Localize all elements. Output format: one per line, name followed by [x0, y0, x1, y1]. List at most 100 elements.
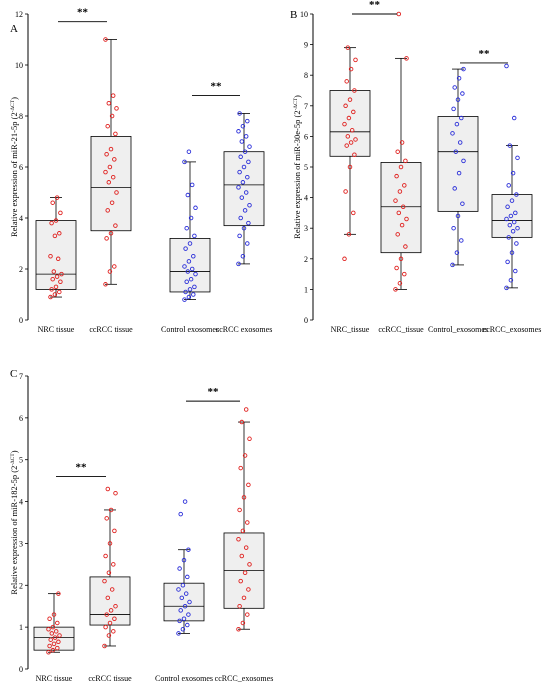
- data-point: [52, 233, 58, 239]
- data-point: [238, 154, 243, 160]
- data-point: [403, 158, 408, 164]
- data-point: [246, 220, 251, 226]
- data-point: [404, 216, 409, 222]
- y-tick-label: 6: [304, 132, 308, 141]
- data-point: [241, 225, 247, 231]
- data-point: [246, 587, 251, 592]
- category-label: ccRCC_exosomes: [215, 674, 274, 683]
- data-point: [241, 595, 247, 601]
- data-point: [51, 269, 57, 274]
- data-point: [178, 608, 183, 613]
- data-point: [107, 620, 113, 626]
- data-point: [105, 123, 110, 129]
- data-point: [342, 121, 347, 127]
- data-point: [102, 643, 107, 649]
- data-point: [395, 232, 400, 237]
- data-point: [510, 170, 516, 176]
- data-point: [46, 650, 51, 655]
- y-tick-label: 0: [304, 316, 308, 325]
- data-point: [237, 111, 242, 116]
- data-point: [183, 246, 188, 251]
- data-point: [508, 213, 514, 219]
- data-point: [236, 536, 241, 542]
- data-point: [106, 100, 112, 106]
- data-point: [50, 276, 55, 282]
- y-tick-label: 1: [19, 623, 23, 632]
- data-point: [507, 143, 513, 148]
- data-point: [242, 149, 248, 154]
- data-point: [112, 616, 117, 622]
- data-point: [243, 190, 249, 195]
- data-point: [178, 511, 183, 517]
- data-point: [346, 232, 352, 237]
- panel-letter: B: [290, 9, 297, 21]
- data-point: [104, 151, 109, 157]
- data-point: [506, 183, 511, 188]
- data-point: [114, 106, 119, 111]
- iqr-box: [223, 151, 265, 227]
- data-point: [47, 643, 52, 649]
- significance-label: **: [77, 7, 89, 19]
- data-point: [348, 140, 354, 145]
- data-point: [397, 281, 403, 286]
- data-point: [455, 213, 461, 219]
- box-4: [223, 113, 265, 265]
- significance-label: **: [211, 81, 223, 93]
- data-point: [241, 495, 247, 500]
- data-point: [105, 595, 111, 601]
- category-label: ccRCC_tissue: [378, 325, 424, 334]
- data-point: [184, 225, 189, 231]
- data-point: [238, 215, 243, 221]
- data-point: [456, 170, 462, 176]
- data-point: [515, 225, 520, 231]
- data-point: [237, 507, 242, 513]
- data-point: [58, 279, 63, 285]
- data-point: [186, 149, 192, 154]
- iqr-box: [329, 90, 371, 157]
- data-point: [394, 173, 399, 179]
- category-label: NRC tissue: [36, 674, 73, 683]
- data-point: [48, 637, 53, 642]
- y-tick-label: 7: [304, 102, 308, 111]
- data-point: [112, 528, 117, 534]
- data-point: [185, 192, 191, 198]
- y-tick-label: 2: [304, 255, 308, 264]
- data-point: [103, 282, 108, 287]
- y-tick-label: 9: [304, 41, 308, 50]
- data-point: [59, 271, 64, 277]
- y-tick-label: 6: [19, 163, 23, 172]
- data-point: [352, 152, 357, 158]
- data-point: [245, 118, 250, 124]
- data-point: [188, 215, 194, 221]
- data-point: [54, 274, 60, 279]
- data-point: [461, 158, 466, 164]
- data-point: [247, 202, 252, 208]
- data-point: [395, 149, 400, 154]
- data-point: [459, 115, 464, 121]
- data-point: [245, 612, 250, 617]
- data-point: [55, 256, 61, 262]
- data-point: [58, 210, 63, 216]
- data-point: [109, 200, 115, 205]
- data-point: [187, 287, 193, 292]
- data-point: [508, 277, 514, 283]
- data-point: [104, 516, 109, 521]
- category-label: Control exosomes: [161, 325, 219, 334]
- data-point: [343, 189, 348, 194]
- data-point: [344, 79, 349, 84]
- data-point: [345, 134, 351, 139]
- data-point: [186, 294, 192, 300]
- data-point: [396, 11, 402, 17]
- data-point: [53, 218, 59, 223]
- data-point: [394, 265, 399, 271]
- data-point: [104, 236, 109, 241]
- data-point: [505, 204, 510, 210]
- y-tick-label: 0: [19, 316, 23, 325]
- data-point: [106, 570, 112, 575]
- box-2: [90, 39, 132, 285]
- data-point: [106, 180, 112, 185]
- data-point: [241, 164, 247, 170]
- data-point: [109, 113, 115, 119]
- data-point: [192, 284, 197, 290]
- data-point: [181, 616, 187, 622]
